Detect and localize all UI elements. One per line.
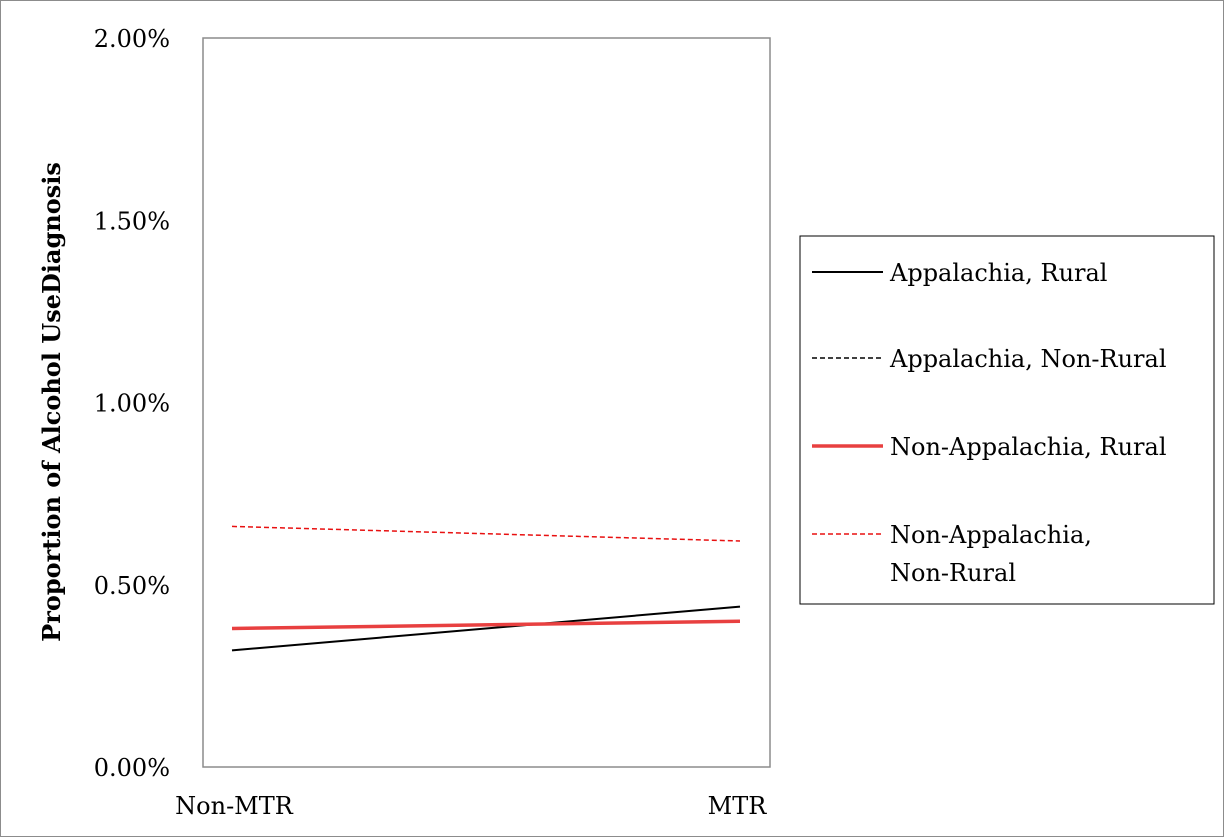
series-lines: [231, 525, 741, 652]
y-tick-label: 1.50%: [94, 207, 170, 235]
x-tick-label: Non-MTR: [175, 792, 294, 820]
legend-label: Non-Appalachia, Non-Rural: [890, 521, 1092, 587]
x-axis-ticks: Non-MTR MTR: [175, 792, 767, 820]
legend-label: Non-Appalachia, Rural: [890, 433, 1167, 461]
y-tick-label: 2.00%: [94, 25, 170, 53]
y-tick-label: 1.00%: [94, 390, 170, 418]
legend-item: Appalachia, Non-Rural: [812, 345, 1167, 373]
y-tick-label: 0.50%: [94, 572, 170, 600]
legend-item: Non-Appalachia, Non-Rural: [812, 521, 1092, 587]
y-axis-ticks: 0.00% 0.50% 1.00% 1.50% 2.00%: [94, 25, 170, 782]
x-tick-label: MTR: [708, 792, 768, 820]
legend-label: Appalachia, Rural: [889, 259, 1107, 287]
legend-box: [799, 235, 1215, 605]
series-line: [231, 525, 741, 542]
legend-item: Non-Appalachia, Rural: [812, 433, 1167, 461]
plot-area: [202, 37, 771, 768]
series-line: [231, 619, 741, 631]
series-line: [231, 605, 741, 652]
legend-label: Appalachia, Non-Rural: [889, 345, 1167, 373]
legend-item: Appalachia, Rural: [812, 259, 1107, 287]
legend: Appalachia, Rural Appalachia, Non-Rural No…: [799, 235, 1215, 605]
y-tick-label: 0.00%: [94, 754, 170, 782]
y-axis-label: Proportion of Alcohol UseDiagnosis: [37, 162, 66, 642]
